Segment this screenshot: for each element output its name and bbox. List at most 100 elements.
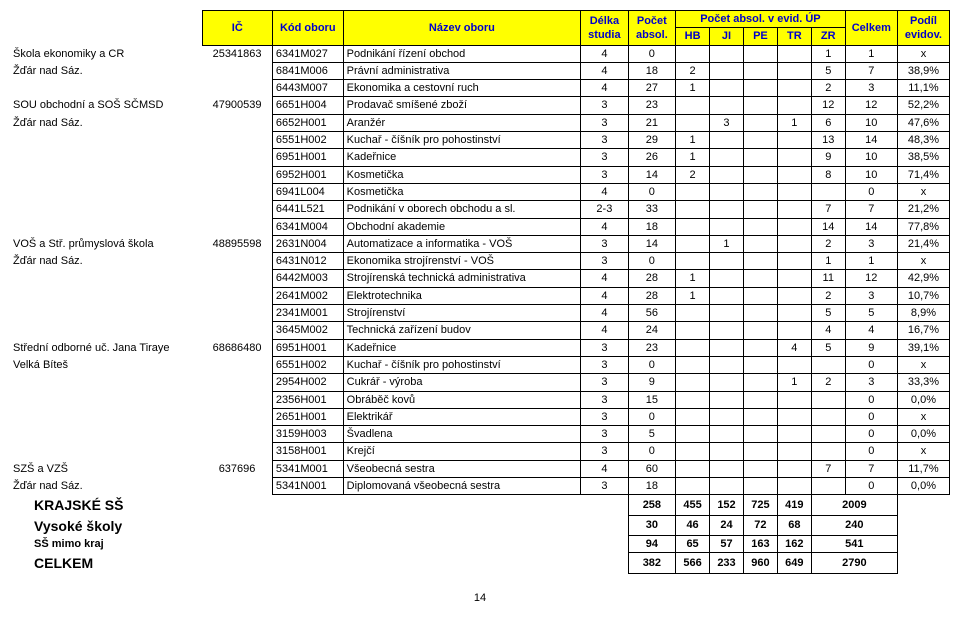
cell-tr bbox=[777, 201, 811, 218]
cell-hb bbox=[676, 391, 710, 408]
cell-pe bbox=[743, 478, 777, 495]
cell-tr bbox=[777, 305, 811, 322]
cell-ic bbox=[202, 270, 272, 287]
cell-zr: 7 bbox=[811, 201, 845, 218]
summary-cell: 24 bbox=[710, 516, 744, 536]
cell-podil: x bbox=[897, 45, 949, 62]
cell-code: 6951H001 bbox=[272, 339, 343, 356]
cell-name: Cukrář - výroba bbox=[343, 374, 580, 391]
summary-celkem: 2790 bbox=[811, 553, 897, 573]
summary-row: SŠ mimo kraj946557163162541 bbox=[10, 536, 950, 553]
cell-pe bbox=[743, 183, 777, 200]
cell-name: Krejčí bbox=[343, 443, 580, 460]
cell-delka: 4 bbox=[581, 287, 628, 304]
cell-absol: 0 bbox=[628, 356, 675, 373]
cell-ic bbox=[202, 391, 272, 408]
cell-celkem: 4 bbox=[845, 322, 897, 339]
cell-absol: 9 bbox=[628, 374, 675, 391]
cell-name: Technická zařízení budov bbox=[343, 322, 580, 339]
cell-pe bbox=[743, 460, 777, 477]
cell-ic bbox=[202, 356, 272, 373]
cell-delka: 4 bbox=[581, 322, 628, 339]
cell-ic bbox=[202, 374, 272, 391]
cell-school bbox=[10, 270, 202, 287]
cell-podil: x bbox=[897, 356, 949, 373]
col-kod: Kód oboru bbox=[272, 11, 343, 46]
cell-code: 2954H002 bbox=[272, 374, 343, 391]
cell-delka: 3 bbox=[581, 253, 628, 270]
cell-school: Žďár nad Sáz. bbox=[10, 478, 202, 495]
cell-celkem: 0 bbox=[845, 408, 897, 425]
cell-ic bbox=[202, 218, 272, 235]
cell-tr bbox=[777, 183, 811, 200]
cell-name: Právní administrativa bbox=[343, 62, 580, 79]
cell-ji bbox=[710, 443, 744, 460]
cell-tr: 1 bbox=[777, 374, 811, 391]
cell-zr bbox=[811, 478, 845, 495]
cell-school: Škola ekonomiky a CR bbox=[10, 45, 202, 62]
summary-label: Vysoké školy bbox=[10, 516, 628, 536]
cell-tr bbox=[777, 62, 811, 79]
cell-name: Všeobecná sestra bbox=[343, 460, 580, 477]
cell-pe bbox=[743, 201, 777, 218]
cell-podil: 48,3% bbox=[897, 132, 949, 149]
cell-absol: 26 bbox=[628, 149, 675, 166]
cell-tr bbox=[777, 322, 811, 339]
cell-name: Kuchař - číšník pro pohostinství bbox=[343, 356, 580, 373]
page-number: 14 bbox=[10, 592, 950, 604]
cell-ic bbox=[202, 408, 272, 425]
cell-delka: 3 bbox=[581, 478, 628, 495]
cell-hb: 1 bbox=[676, 270, 710, 287]
col-pocet: Početabsol. bbox=[628, 11, 675, 46]
cell-ic bbox=[202, 443, 272, 460]
cell-delka: 3 bbox=[581, 339, 628, 356]
cell-pe bbox=[743, 45, 777, 62]
cell-name: Podnikání řízení obchod bbox=[343, 45, 580, 62]
cell-pe bbox=[743, 218, 777, 235]
table-row: 6951H001Kadeřnice326191038,5% bbox=[10, 149, 950, 166]
table-row: SZŠ a VZŠ6376965341M001Všeobecná sestra4… bbox=[10, 460, 950, 477]
cell-ji bbox=[710, 339, 744, 356]
cell-pe bbox=[743, 166, 777, 183]
cell-code: 6443M007 bbox=[272, 80, 343, 97]
cell-delka: 3 bbox=[581, 408, 628, 425]
cell-absol: 29 bbox=[628, 132, 675, 149]
cell-hb: 2 bbox=[676, 166, 710, 183]
summary-cell: 566 bbox=[676, 553, 710, 573]
cell-ic bbox=[202, 305, 272, 322]
cell-ic bbox=[202, 201, 272, 218]
cell-name: Obchodní akademie bbox=[343, 218, 580, 235]
col-nazev: Název oboru bbox=[343, 11, 580, 46]
cell-absol: 0 bbox=[628, 183, 675, 200]
cell-code: 6341M004 bbox=[272, 218, 343, 235]
cell-podil: x bbox=[897, 443, 949, 460]
cell-ic bbox=[202, 322, 272, 339]
cell-tr bbox=[777, 356, 811, 373]
cell-school bbox=[10, 408, 202, 425]
cell-hb: 1 bbox=[676, 287, 710, 304]
cell-zr: 5 bbox=[811, 305, 845, 322]
cell-zr: 9 bbox=[811, 149, 845, 166]
cell-celkem: 1 bbox=[845, 253, 897, 270]
table-row: 3159H003Švadlena3500,0% bbox=[10, 426, 950, 443]
cell-delka: 4 bbox=[581, 460, 628, 477]
cell-ji bbox=[710, 201, 744, 218]
summary-row: KRAJSKÉ SŠ2584551527254192009 bbox=[10, 495, 950, 516]
summary-row: CELKEM3825662339606492790 bbox=[10, 553, 950, 573]
summary-cell: 649 bbox=[777, 553, 811, 573]
cell-zr bbox=[811, 426, 845, 443]
cell-hb bbox=[676, 201, 710, 218]
cell-pe bbox=[743, 443, 777, 460]
cell-tr bbox=[777, 80, 811, 97]
cell-zr bbox=[811, 391, 845, 408]
cell-pe bbox=[743, 426, 777, 443]
cell-absol: 28 bbox=[628, 287, 675, 304]
cell-celkem: 0 bbox=[845, 183, 897, 200]
cell-absol: 15 bbox=[628, 391, 675, 408]
cell-hb bbox=[676, 183, 710, 200]
cell-pe bbox=[743, 339, 777, 356]
table-row: 2954H002Cukrář - výroba3912333,3% bbox=[10, 374, 950, 391]
cell-podil: 11,1% bbox=[897, 80, 949, 97]
cell-hb bbox=[676, 322, 710, 339]
cell-ji bbox=[710, 62, 744, 79]
